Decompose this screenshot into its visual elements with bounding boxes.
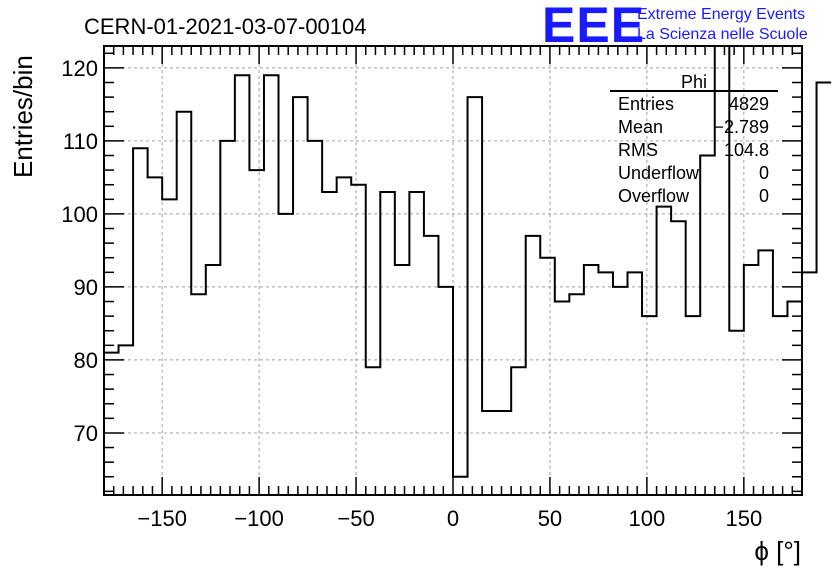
y-tick-label: 110 <box>63 129 98 154</box>
x-tick-label: 0 <box>447 506 459 531</box>
stats-box: Phi Entries 4829 Mean −2.789 RMS 104.8 Underfl… <box>610 72 778 206</box>
stats-row-label: Entries <box>618 94 674 114</box>
x-tick-label: 150 <box>725 506 762 531</box>
stats-row-label: RMS <box>618 140 658 160</box>
x-tick-label: 100 <box>629 506 666 531</box>
y-axis-title: Entries/bin <box>8 55 38 178</box>
run-title: CERN-01-2021-03-07-00104 <box>84 14 367 39</box>
stats-row-label: Overflow <box>618 186 690 206</box>
y-tick-label: 80 <box>74 348 98 373</box>
x-tick-label: −50 <box>337 506 374 531</box>
stats-row-value: 0 <box>759 163 769 183</box>
stats-rows: Entries 4829 Mean −2.789 RMS 104.8 Underflow 0 O… <box>618 94 769 206</box>
histogram-step-line <box>104 45 832 478</box>
y-tick-label: 70 <box>74 421 98 446</box>
x-tick-label: 50 <box>538 506 562 531</box>
eee-logo-line2: La Scienza nelle Scuole <box>637 26 808 43</box>
stats-row-label: Underflow <box>618 163 700 183</box>
y-tick-label: 100 <box>61 202 98 227</box>
x-axis-title: ϕ [°] <box>754 536 801 566</box>
eee-logo-line1: Extreme Energy Events <box>637 6 805 23</box>
x-tick-label: −100 <box>234 506 284 531</box>
x-tick-label: −150 <box>137 506 187 531</box>
y-tick-label: 120 <box>61 56 98 81</box>
stats-row-value: 104.8 <box>724 140 769 160</box>
eee-logo-mark: EEE <box>542 0 645 53</box>
stats-row-value: −2.789 <box>713 117 769 137</box>
stats-row-label: Mean <box>618 117 663 137</box>
tick-labels: −150 −100 −50 0 50 100 150 70 80 90 100 110 120 <box>61 56 762 531</box>
stats-title: Phi <box>681 72 707 92</box>
y-tick-label: 90 <box>74 275 98 300</box>
stats-row-value: 0 <box>759 186 769 206</box>
stats-row-value: 4829 <box>729 94 769 114</box>
axis-ticks <box>104 46 802 495</box>
eee-logo: EEE Extreme Energy Events La Scienza nel… <box>542 0 808 53</box>
